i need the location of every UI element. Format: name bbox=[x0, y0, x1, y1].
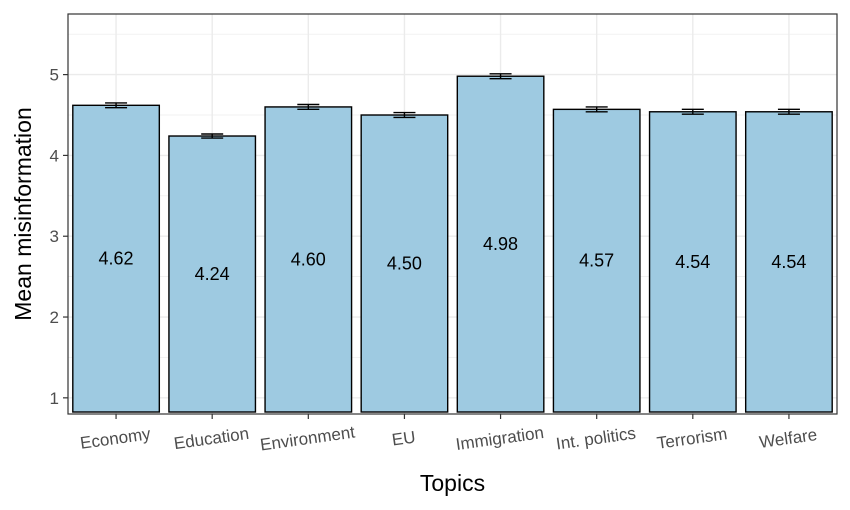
bar-int-politics bbox=[552, 108, 641, 413]
data-labels: 4.62 4.24 4.60 4.50 4.98 4.57 4.54 4.54 bbox=[99, 234, 807, 284]
x-tick-label: Terrorism bbox=[656, 424, 729, 453]
x-tick-label: Environment bbox=[259, 422, 356, 454]
bar-terrorism bbox=[648, 111, 737, 413]
x-tick-label: Int. politics bbox=[555, 424, 637, 454]
x-tick-label: Immigration bbox=[455, 423, 546, 454]
y-tick-label: 1 bbox=[50, 389, 59, 408]
y-axis-title: Mean misinformation bbox=[10, 107, 36, 320]
error-bars bbox=[105, 73, 800, 139]
data-label: 4.98 bbox=[483, 234, 518, 254]
y-axis: 1 2 3 4 5 bbox=[50, 66, 68, 408]
bars bbox=[72, 75, 833, 413]
error-bar bbox=[201, 133, 224, 139]
x-axis-title: Topics bbox=[420, 470, 485, 496]
x-tick-label: EU bbox=[391, 428, 417, 450]
bar-immigration bbox=[456, 75, 545, 413]
data-label: 4.50 bbox=[387, 254, 422, 274]
y-tick-label: 5 bbox=[50, 66, 59, 85]
data-label: 4.60 bbox=[291, 249, 326, 269]
y-tick-label: 2 bbox=[50, 308, 59, 327]
error-bar bbox=[777, 108, 800, 115]
x-tick-label: Welfare bbox=[758, 425, 818, 452]
error-bar bbox=[681, 108, 704, 115]
data-label: 4.54 bbox=[771, 252, 806, 272]
error-bar bbox=[393, 111, 416, 119]
x-axis: Economy Education Environment EU Immigration… bbox=[79, 414, 818, 455]
error-bar bbox=[297, 103, 320, 111]
y-tick-label: 3 bbox=[50, 227, 59, 246]
data-label: 4.24 bbox=[195, 264, 230, 284]
error-bar bbox=[585, 106, 608, 113]
panel-border bbox=[67, 13, 838, 415]
x-tick-label: Economy bbox=[79, 424, 152, 453]
data-label: 4.62 bbox=[99, 249, 134, 269]
y-tick-label: 4 bbox=[50, 146, 59, 165]
data-label: 4.54 bbox=[675, 252, 710, 272]
data-label: 4.57 bbox=[579, 251, 614, 271]
bar-eu bbox=[360, 114, 449, 413]
bar-welfare bbox=[744, 111, 833, 413]
error-bar bbox=[105, 102, 128, 109]
error-bar bbox=[489, 73, 512, 80]
x-tick-label: Education bbox=[173, 424, 251, 453]
